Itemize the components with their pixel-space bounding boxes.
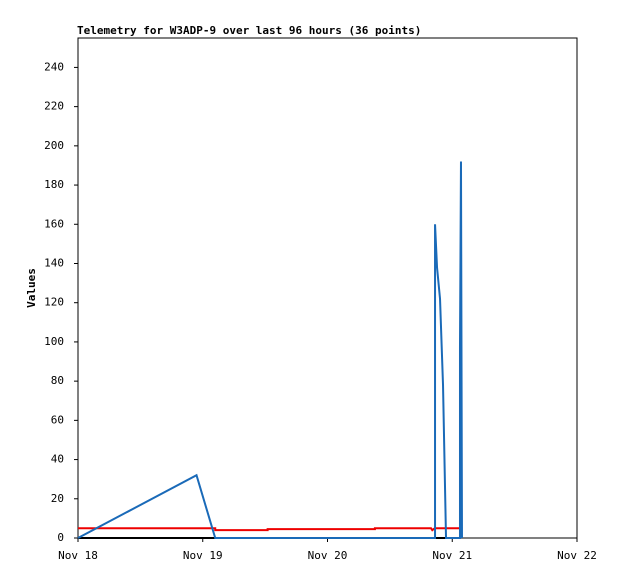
series-line: [78, 527, 461, 532]
y-axis-label: Values: [25, 268, 38, 308]
plot-frame: [77, 37, 578, 539]
y-tick-label: 40: [51, 453, 64, 466]
x-tick-label: Nov 19: [183, 549, 223, 562]
x-tick-label: Nov 20: [308, 549, 348, 562]
x-tick-label: Nov 18: [58, 549, 98, 562]
x-tick-label: Nov 22: [557, 549, 597, 562]
y-tick-label: 180: [44, 178, 64, 191]
y-tick-label: 140: [44, 256, 64, 269]
x-tick-label: Nov 21: [432, 549, 472, 562]
series-line: [77, 161, 463, 539]
y-tick-label: 100: [44, 335, 64, 348]
y-tick-label: 160: [44, 217, 64, 230]
y-tick-label: 80: [51, 374, 64, 387]
y-tick-label: 20: [51, 492, 64, 505]
y-tick-label: 220: [44, 100, 64, 113]
y-tick-label: 200: [44, 139, 64, 152]
chart-title: Telemetry for W3ADP-9 over last 96 hours…: [77, 24, 421, 37]
y-tick-label: 60: [51, 413, 64, 426]
y-tick-label: 240: [44, 60, 64, 73]
y-tick-label: 0: [57, 531, 64, 544]
y-tick-label: 120: [44, 296, 64, 309]
